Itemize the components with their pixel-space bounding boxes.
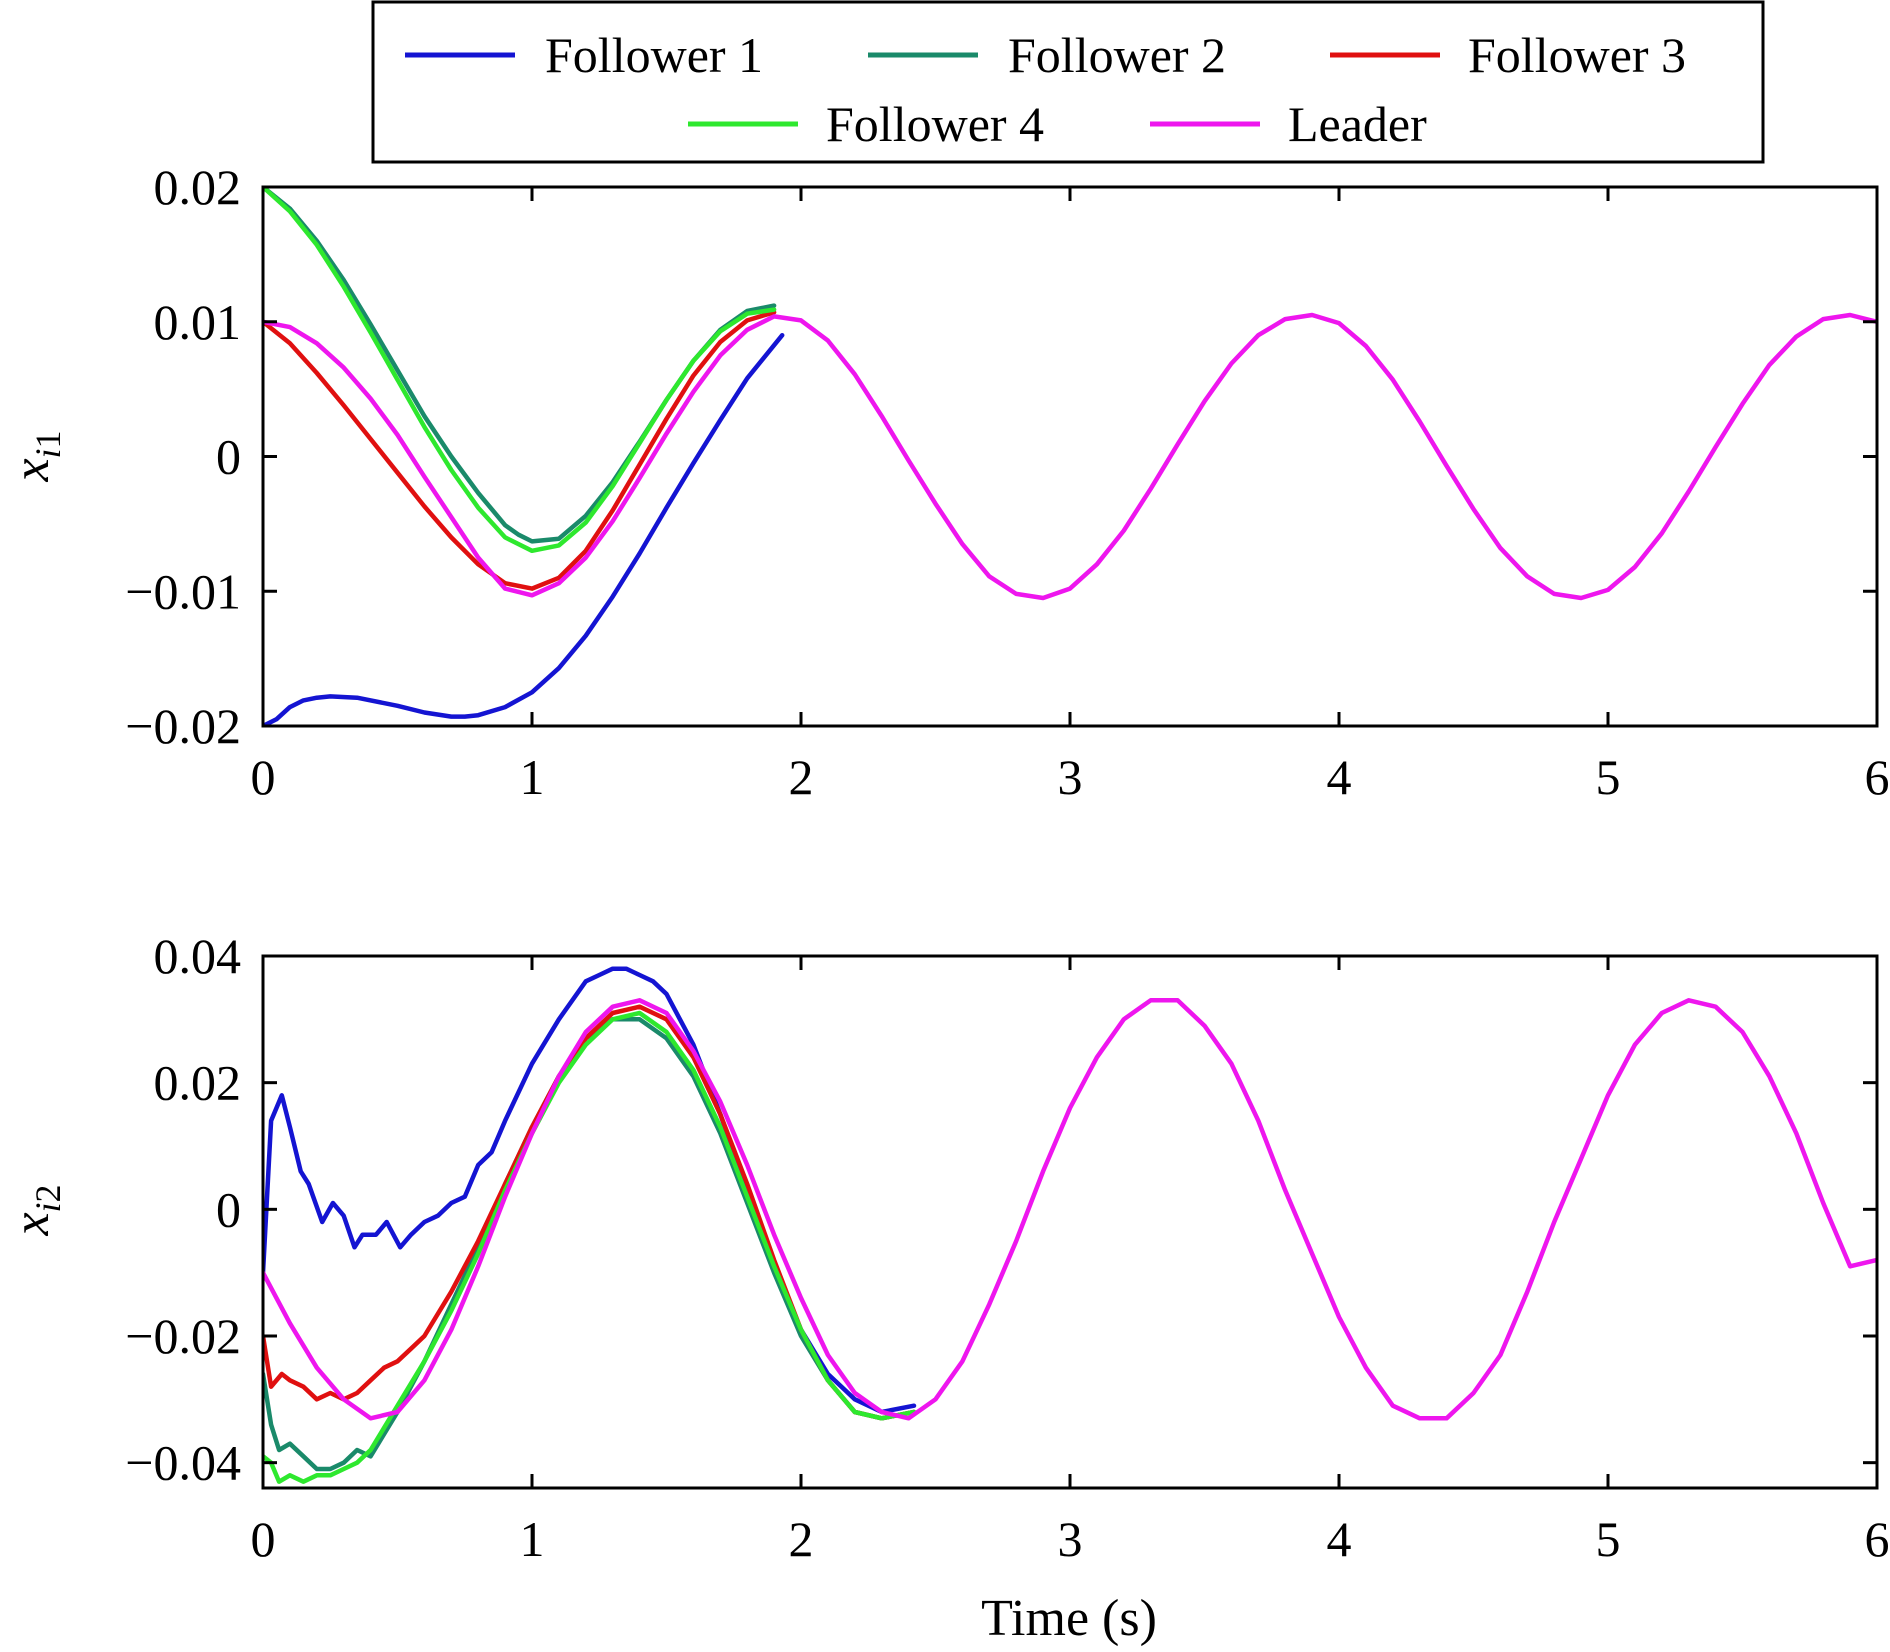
x-tick-label: 6 <box>1865 749 1890 805</box>
legend-box <box>371 0 1765 164</box>
series-line-follower-2 <box>263 1017 917 1472</box>
legend-label: Leader <box>1288 96 1427 152</box>
y-tick-label: 0 <box>216 429 241 485</box>
y-tick-label: −0.02 <box>125 698 241 754</box>
y-axis-label-subscript-number: 1 <box>28 430 68 448</box>
y-axis-label-subscript-index: i <box>28 1202 68 1212</box>
x-tick-label: 4 <box>1327 1511 1352 1567</box>
x-tick-label: 0 <box>251 1511 276 1567</box>
x-tick-label: 2 <box>789 749 814 805</box>
legend-label: Follower 4 <box>826 96 1044 152</box>
y-axis-label-base: x <box>3 1212 60 1236</box>
legend-label: Follower 3 <box>1468 27 1686 83</box>
y-axis-label: xi2 <box>3 1184 68 1236</box>
series-line-leader <box>263 998 1877 1421</box>
y-tick-label: −0.01 <box>125 563 241 619</box>
x-tick-label: 5 <box>1596 1511 1621 1567</box>
x-tick-label: 3 <box>1058 749 1083 805</box>
x-tick-label: 3 <box>1058 1511 1083 1567</box>
y-tick-label: 0 <box>216 1181 241 1237</box>
series-line-follower-4 <box>263 187 777 554</box>
series-line-follower-3 <box>263 1004 917 1421</box>
y-tick-label: −0.04 <box>125 1435 241 1491</box>
y-tick-label: 0.02 <box>154 159 242 215</box>
series-group <box>263 966 1877 1484</box>
x-tick-label: 6 <box>1865 1511 1890 1567</box>
legend-label: Follower 1 <box>545 27 763 83</box>
series-line-follower-1 <box>263 332 785 726</box>
x-tick-label: 0 <box>251 749 276 805</box>
x-tick-label: 2 <box>789 1511 814 1567</box>
plot-frame <box>261 185 1879 728</box>
x-tick-label: 5 <box>1596 749 1621 805</box>
x-tick-label: 4 <box>1327 749 1352 805</box>
x-tick-label: 1 <box>520 1511 545 1567</box>
series-group <box>263 187 1877 726</box>
series-line-follower-3 <box>263 310 777 591</box>
y-tick-label: 0.04 <box>154 928 242 984</box>
y-tick-label: 0.02 <box>154 1055 242 1111</box>
x-tick-label: 1 <box>520 749 545 805</box>
y-tick-label: 0.01 <box>154 294 242 350</box>
legend: Follower 1 Follower 2 Follower 3 Follower 4… <box>371 0 1765 164</box>
y-axis-label-base: x <box>3 458 60 482</box>
y-axis-label-subscript-index: i <box>28 448 68 458</box>
y-axis-label: xi1 <box>3 430 68 482</box>
y-tick-label: −0.02 <box>125 1308 241 1364</box>
legend-label: Follower 2 <box>1008 27 1226 83</box>
y-axis-label-subscript-number: 2 <box>28 1184 68 1202</box>
x-axis-label: Time (s) <box>981 1590 1157 1647</box>
plot-frame <box>261 954 1879 1490</box>
series-line-leader <box>263 312 1877 601</box>
